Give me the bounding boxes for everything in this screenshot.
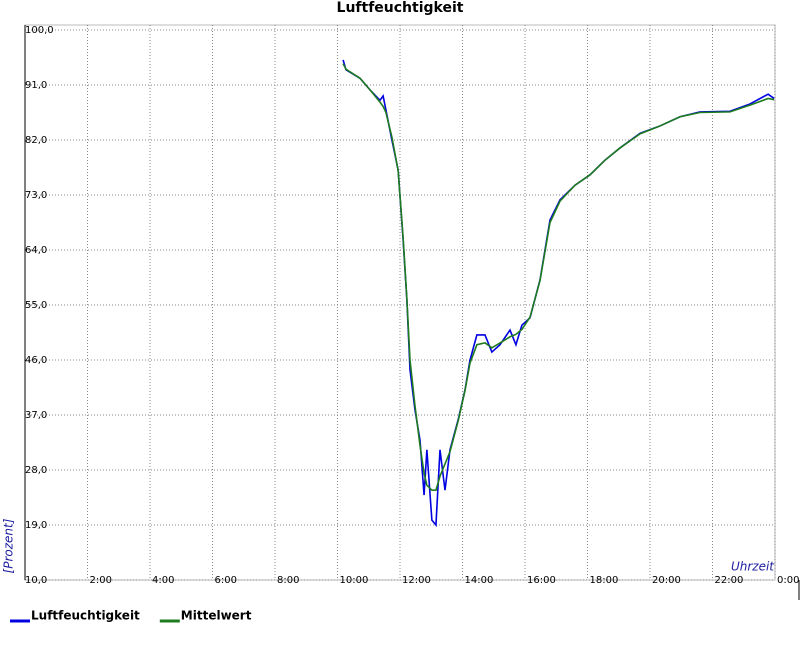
x-tick-label: 20:00 — [652, 575, 681, 586]
y-tick-label: 10,0 — [25, 575, 47, 586]
y-tick-label: 28,0 — [25, 465, 47, 476]
x-tick-label: 14:00 — [465, 575, 494, 586]
x-tick-label: 18:00 — [590, 575, 619, 586]
x-tick-label: 10:00 — [340, 575, 369, 586]
x-tick-label: 6:00 — [215, 575, 237, 586]
y-tick-label: 46,0 — [25, 355, 47, 366]
x-tick-label: 4:00 — [152, 575, 174, 586]
y-tick-label: 91,0 — [25, 80, 47, 91]
x-tick-label: 0:00 — [777, 575, 799, 586]
chart-title: Luftfeuchtigkeit — [337, 0, 464, 16]
x-tick-label: 12:00 — [402, 575, 431, 586]
legend-label: Luftfeuchtigkeit — [31, 609, 140, 623]
legend-label: Mittelwert — [181, 609, 252, 623]
y-tick-label: 64,0 — [25, 245, 47, 256]
x-tick-label: 8:00 — [277, 575, 299, 586]
y-tick-label: 82,0 — [25, 135, 47, 146]
x-tick-label: 16:00 — [527, 575, 556, 586]
y-tick-label: 100,0 — [25, 25, 54, 36]
x-tick-label: 2:00 — [90, 575, 112, 586]
data-line — [342, 59, 775, 528]
y-tick-label: 37,0 — [25, 410, 47, 421]
x-axis-label: Uhrzeit — [731, 560, 775, 574]
y-tick-label: 19,0 — [25, 520, 47, 531]
y-tick-label: 73,0 — [25, 190, 47, 201]
y-axis-label: [Prozent] — [2, 518, 16, 573]
data-line — [342, 63, 775, 491]
x-tick-label: 22:00 — [715, 575, 744, 586]
y-tick-label: 55,0 — [25, 300, 47, 311]
